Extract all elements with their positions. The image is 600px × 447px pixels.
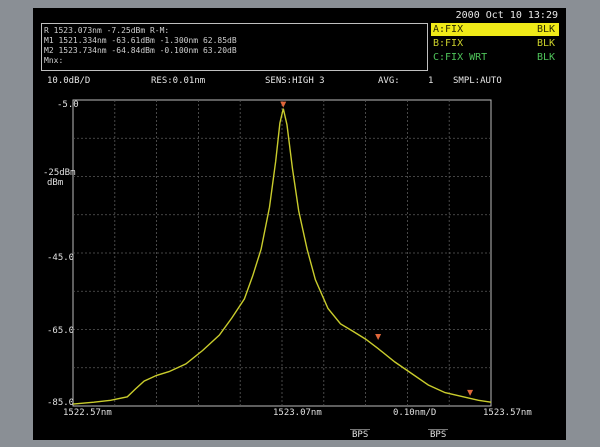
softkey-1[interactable]: BPS — [350, 429, 371, 440]
trace-a-value: BLK — [536, 24, 555, 35]
trace-status-list: A:FIX BLK B:FIX BLK C:FIX WRT BLK — [431, 23, 559, 69]
scale-readout: 10.0dB/D — [47, 76, 91, 86]
x-center-label: 1523.07nm — [273, 408, 322, 418]
sensitivity-readout: SENS:HIGH 3 — [265, 76, 325, 86]
trace-b-value: BLK — [536, 38, 555, 49]
y-tick-label-2: -45.0 — [47, 253, 75, 263]
sampling-readout: SMPL:AUTO — [453, 76, 502, 86]
trace-b-name: B:FIX — [433, 38, 464, 49]
x-stop-label: 1523.57nm — [483, 408, 532, 418]
x-start-label: 1522.57nm — [63, 408, 112, 418]
marker-point-1 — [375, 333, 382, 340]
trace-a-name: A:FIX — [433, 24, 464, 35]
marker-row-next: Mnx: — [44, 56, 64, 65]
y-tick-label-3: -65.0 — [47, 326, 75, 336]
date-time: 2000 Oct 10 13:29 — [455, 10, 558, 21]
softkey-2[interactable]: BPS — [428, 429, 449, 440]
y-ref-unit-sub: dBm — [47, 178, 64, 188]
marker-readout-panel: R 1523.073nm -7.25dBm R-M: M1 1521.334nm… — [41, 23, 428, 71]
marker-row-m1: M1 1521.334nm -63.61dBm -1.300nm 62.85dB — [44, 36, 237, 45]
osa-screen: 2000 Oct 10 13:29 R 1523.073nm -7.25dBm … — [33, 8, 566, 440]
trace-c-status[interactable]: C:FIX WRT BLK — [431, 51, 559, 64]
y-tick-label-4: -85.0 — [47, 398, 75, 408]
marker-point-2 — [467, 389, 474, 396]
trace-c-name: C:FIX WRT — [433, 52, 488, 63]
y-tick-label-0: -5.0 — [57, 100, 79, 110]
spectrum-trace-line — [72, 108, 492, 405]
marker-point-0 — [280, 101, 287, 108]
trace-a-status[interactable]: A:FIX BLK — [431, 23, 559, 36]
averaging-label: AVG: — [378, 76, 400, 86]
resolution-readout: RES:0.01nm — [151, 76, 206, 86]
marker-row-reference: R 1523.073nm -7.25dBm R-M: — [44, 26, 170, 35]
marker-row-m2: M2 1523.734nm -64.84dBm -0.100nm 63.20dB — [44, 46, 237, 55]
averaging-value: 1 — [428, 76, 434, 86]
y-ref-unit-label: -25dBm — [43, 168, 76, 178]
spectrum-plot — [72, 99, 492, 407]
trace-c-value: BLK — [536, 52, 555, 63]
x-span-label: 0.10nm/D — [393, 408, 437, 418]
trace-b-status[interactable]: B:FIX BLK — [431, 37, 559, 50]
